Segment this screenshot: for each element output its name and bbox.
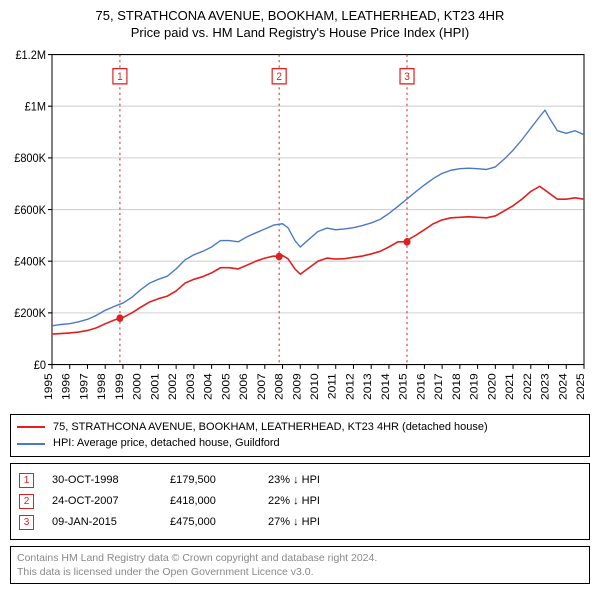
x-tick-label: 2020 <box>487 373 498 400</box>
x-tick-label: 2007 <box>256 373 267 400</box>
x-tick-label: 2023 <box>540 373 551 400</box>
x-tick-label: 2003 <box>185 373 196 400</box>
x-tick-label: 2012 <box>345 373 356 400</box>
sale-event-date: 09-JAN-2015 <box>52 512 152 533</box>
chart-title-block: 75, STRATHCONA AVENUE, BOOKHAM, LEATHERH… <box>10 8 590 42</box>
x-tick-label: 2017 <box>434 373 445 400</box>
series-property <box>52 186 584 334</box>
sale-event-row: 3 09-JAN-2015 £475,000 27% ↓ HPI <box>19 512 581 533</box>
sale-marker-label: 1 <box>117 72 123 83</box>
sale-event-date: 24-OCT-2007 <box>52 491 152 512</box>
x-tick-label: 2005 <box>221 373 232 400</box>
sale-event-diff: 27% ↓ HPI <box>268 512 320 533</box>
x-tick-label: 2004 <box>203 372 214 399</box>
x-tick-label: 2006 <box>238 373 249 400</box>
x-tick-label: 1999 <box>114 373 125 400</box>
sale-event-diff: 23% ↓ HPI <box>268 470 320 491</box>
legend-box: 75, STRATHCONA AVENUE, BOOKHAM, LEATHERH… <box>10 414 590 457</box>
y-tick-label: £0 <box>34 359 46 372</box>
chart-title-line1: 75, STRATHCONA AVENUE, BOOKHAM, LEATHERH… <box>10 8 590 25</box>
x-tick-label: 2011 <box>327 373 338 399</box>
legend-label: HPI: Average price, detached house, Guil… <box>53 435 280 452</box>
x-tick-label: 2022 <box>522 373 533 400</box>
chart-area: £0 £200K £400K £600K £800K £1M £1.2M 1995 1996 19… <box>10 48 590 408</box>
x-tick-label: 2018 <box>451 373 462 400</box>
y-tick-label: £600K <box>14 204 46 217</box>
x-tick-label: 2014 <box>380 372 391 399</box>
legend-swatch <box>17 426 45 428</box>
x-tick-label: 1998 <box>97 373 108 400</box>
sale-event-row: 1 30-OCT-1998 £179,500 23% ↓ HPI <box>19 470 581 491</box>
sale-event-price: £179,500 <box>170 470 250 491</box>
y-tick-label: £400K <box>14 256 46 269</box>
x-tick-label: 2024 <box>558 372 569 399</box>
x-tick-label: 2019 <box>469 373 480 400</box>
x-tick-label: 1995 <box>43 373 54 400</box>
container: 75, STRATHCONA AVENUE, BOOKHAM, LEATHERH… <box>0 0 600 590</box>
sale-events-box: 1 30-OCT-1998 £179,500 23% ↓ HPI 2 24-OCT-200… <box>10 463 590 540</box>
y-tick-label: £1.2M <box>15 49 46 62</box>
sale-marker-label: 2 <box>276 72 282 83</box>
x-tick-label: 2025 <box>575 373 586 400</box>
sale-event-date: 30-OCT-1998 <box>52 470 152 491</box>
x-tick-label: 2010 <box>309 373 320 400</box>
legend-swatch <box>17 443 45 445</box>
x-tick-label: 2001 <box>150 373 161 400</box>
credits-line1: Contains HM Land Registry data © Crown c… <box>17 551 583 565</box>
x-tick-label: 2015 <box>398 373 409 400</box>
credits-line2: This data is licensed under the Open Gov… <box>17 565 583 579</box>
sale-event-marker: 1 <box>19 473 34 488</box>
sale-event-marker: 3 <box>19 515 34 530</box>
legend-label: 75, STRATHCONA AVENUE, BOOKHAM, LEATHERH… <box>53 419 488 436</box>
sale-event-diff: 22% ↓ HPI <box>268 491 320 512</box>
y-tick-label: £800K <box>14 153 46 166</box>
sale-event-row: 2 24-OCT-2007 £418,000 22% ↓ HPI <box>19 491 581 512</box>
credits-box: Contains HM Land Registry data © Crown c… <box>10 546 590 584</box>
sale-event-marker: 2 <box>19 494 34 509</box>
chart-svg: £0 £200K £400K £600K £800K £1M £1.2M 1995 1996 19… <box>10 48 590 408</box>
sale-event-price: £418,000 <box>170 491 250 512</box>
x-tick-label: 2016 <box>416 373 427 400</box>
x-tick-label: 2021 <box>504 373 515 400</box>
sale-marker-label: 3 <box>404 72 410 83</box>
x-tick-label: 2002 <box>168 373 179 400</box>
x-tick-label: 2008 <box>274 373 285 400</box>
y-tick-label: £1M <box>25 101 46 114</box>
legend-row: 75, STRATHCONA AVENUE, BOOKHAM, LEATHERH… <box>17 419 583 436</box>
sale-event-price: £475,000 <box>170 512 250 533</box>
x-tick-label: 1996 <box>61 373 72 400</box>
legend-row: HPI: Average price, detached house, Guil… <box>17 435 583 452</box>
chart-title-line2: Price paid vs. HM Land Registry's House … <box>10 25 590 42</box>
x-tick-label: 2009 <box>292 373 303 400</box>
x-tick-label: 2000 <box>132 373 143 400</box>
series-hpi <box>52 110 584 326</box>
y-tick-label: £200K <box>14 308 46 321</box>
x-tick-label: 2013 <box>363 373 374 400</box>
x-tick-label: 1997 <box>79 373 90 400</box>
